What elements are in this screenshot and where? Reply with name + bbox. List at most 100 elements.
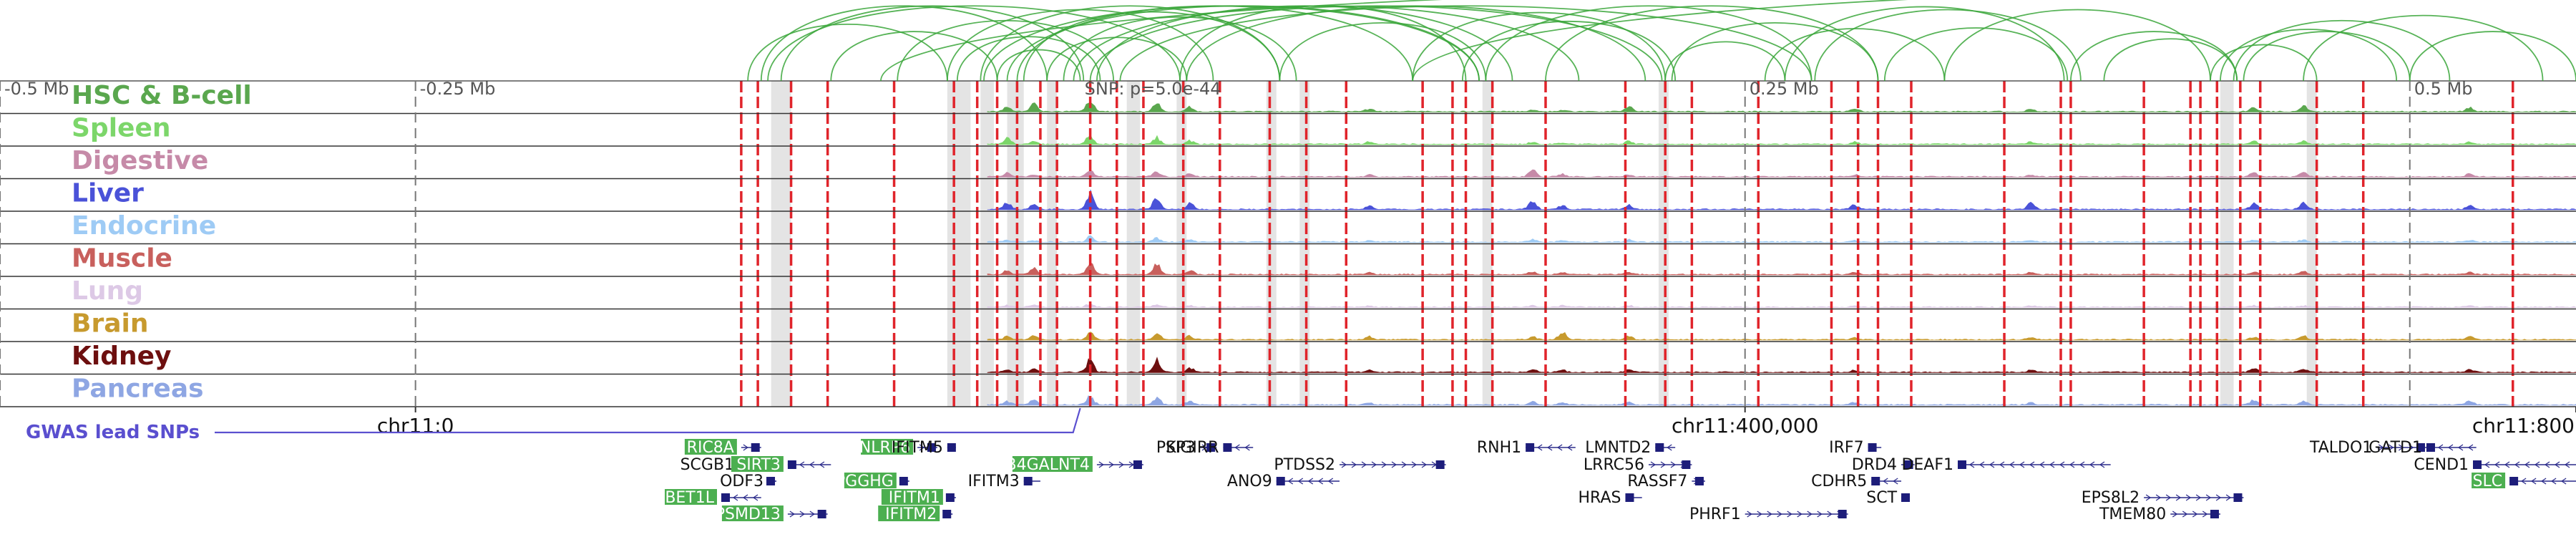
strand-arrow xyxy=(1361,461,1367,468)
strand-arrow xyxy=(1118,461,1124,468)
gene-label: TMEM80 xyxy=(2099,505,2166,523)
strand-arrow xyxy=(1827,511,1833,518)
strand-arrow xyxy=(2205,494,2212,501)
gene-label-highlight xyxy=(878,505,940,521)
signal-pancreas xyxy=(987,395,2576,406)
strand-arrow xyxy=(752,494,758,501)
gene-label: PHRF1 xyxy=(1689,505,1741,523)
strand-arrow xyxy=(1767,511,1772,518)
track-label: Digestive xyxy=(72,146,208,175)
strand-arrow xyxy=(2551,478,2557,485)
strand-arrow xyxy=(1807,511,1813,518)
chromatin-loop xyxy=(956,36,1101,82)
strand-arrow xyxy=(1893,478,1898,485)
bottom-axis-label: chr11:0 xyxy=(377,414,454,437)
signal-liver xyxy=(987,189,2576,211)
gene-exon xyxy=(1868,443,1877,452)
chromatin-loop xyxy=(2210,44,2318,82)
chromatin-loop xyxy=(1485,5,1813,82)
chromatin-loop xyxy=(760,5,1048,82)
strand-arrow xyxy=(1660,461,1667,468)
chromatin-loop xyxy=(2233,20,2451,82)
strand-arrow xyxy=(799,511,805,518)
strand-arrow xyxy=(1421,461,1428,468)
chromatin-loop xyxy=(2243,31,2411,82)
strand-arrow xyxy=(2514,461,2520,468)
gene-exon xyxy=(945,493,955,502)
chromatin-loop xyxy=(1046,37,1188,82)
signal-lung xyxy=(987,303,2576,308)
gene-label: ODF3 xyxy=(720,473,763,490)
gene-annotation-track: RIC8ASCGB1C1ODF3BET1LPSMD13SIRT3NLRP6PGG… xyxy=(665,439,2576,523)
strand-arrow xyxy=(742,494,748,501)
track-label: Pancreas xyxy=(72,374,204,404)
strand-arrow xyxy=(1757,511,1762,518)
track-label: Kidney xyxy=(72,342,172,371)
gene-label: LRRC56 xyxy=(1584,456,1644,474)
gene-exon xyxy=(1838,510,1847,518)
strand-arrow xyxy=(732,494,738,501)
chromatin-loops xyxy=(747,0,2576,82)
gene-exon xyxy=(1023,477,1033,485)
strand-arrow xyxy=(2521,478,2527,485)
strand-arrow xyxy=(1787,511,1792,518)
gene-label: DEAF1 xyxy=(1901,456,1953,474)
strand-arrow xyxy=(2504,461,2510,468)
strand-arrow xyxy=(1667,444,1672,451)
gene-exon xyxy=(1871,477,1880,485)
strand-arrow xyxy=(2531,478,2537,485)
chromatin-loop xyxy=(2303,14,2544,82)
strand-arrow xyxy=(1201,444,1207,451)
chromatin-loop xyxy=(1186,5,1646,82)
strand-arrow xyxy=(1327,478,1334,485)
strand-arrow xyxy=(2484,461,2490,468)
chromatin-loop xyxy=(1412,0,1909,82)
strand-arrow xyxy=(1351,461,1357,468)
gene-exon xyxy=(1276,477,1285,485)
chromatin-loop xyxy=(983,5,1480,82)
strand-arrow xyxy=(2145,494,2152,501)
strand-arrow xyxy=(819,461,825,468)
chromatin-loop xyxy=(1671,22,1879,82)
strand-arrow xyxy=(2225,494,2232,501)
gene-exon xyxy=(2509,477,2519,485)
gene-label: IRF7 xyxy=(1829,439,1863,457)
track-label: Endocrine xyxy=(72,211,216,241)
gene-label: BET1L xyxy=(665,489,714,507)
strand-arrow xyxy=(2564,461,2570,468)
gene-label-highlight xyxy=(665,489,717,505)
strand-arrow xyxy=(1747,511,1752,518)
strand-arrow xyxy=(1287,478,1294,485)
strand-arrow xyxy=(2192,511,2198,518)
bottom-axis: chr11:0 chr11:400,000 chr11:800 xyxy=(377,407,2576,437)
strand-arrow xyxy=(2554,461,2560,468)
top-axis-label: -0.5 Mb xyxy=(4,79,69,99)
strand-arrow xyxy=(1411,461,1418,468)
strand-arrow xyxy=(2408,444,2414,451)
strand-arrow xyxy=(789,511,795,518)
gene-label: DRD4 xyxy=(1852,456,1897,474)
chromatin-loop xyxy=(1814,9,2082,82)
gene-exon xyxy=(2210,510,2219,518)
strand-arrow xyxy=(1371,461,1377,468)
chromatin-loop xyxy=(1943,9,2211,82)
track-borders xyxy=(0,80,2576,407)
strand-arrow xyxy=(2175,494,2182,501)
gene-label: SIRT3 xyxy=(736,456,781,474)
chromatin-loop xyxy=(1279,22,1487,82)
chromatin-loop xyxy=(1119,5,1813,82)
strand-arrow xyxy=(2524,461,2530,468)
gene-label: CDHR5 xyxy=(1811,473,1867,490)
strand-arrow xyxy=(1797,511,1802,518)
gene-label: PSMD13 xyxy=(716,505,781,523)
signal-kidney xyxy=(987,357,2576,373)
strand-arrow xyxy=(1341,461,1347,468)
strand-arrow xyxy=(1244,444,1250,451)
gwas-lead-snps: GWAS lead SNPs xyxy=(26,407,1081,443)
chromatin-loop xyxy=(1063,16,1297,82)
strand-arrow xyxy=(919,444,925,451)
chromatin-loop xyxy=(1089,5,1663,82)
chromatin-loop xyxy=(2070,31,2238,82)
strand-arrow xyxy=(2202,511,2208,518)
signal-tracks xyxy=(987,102,2576,406)
